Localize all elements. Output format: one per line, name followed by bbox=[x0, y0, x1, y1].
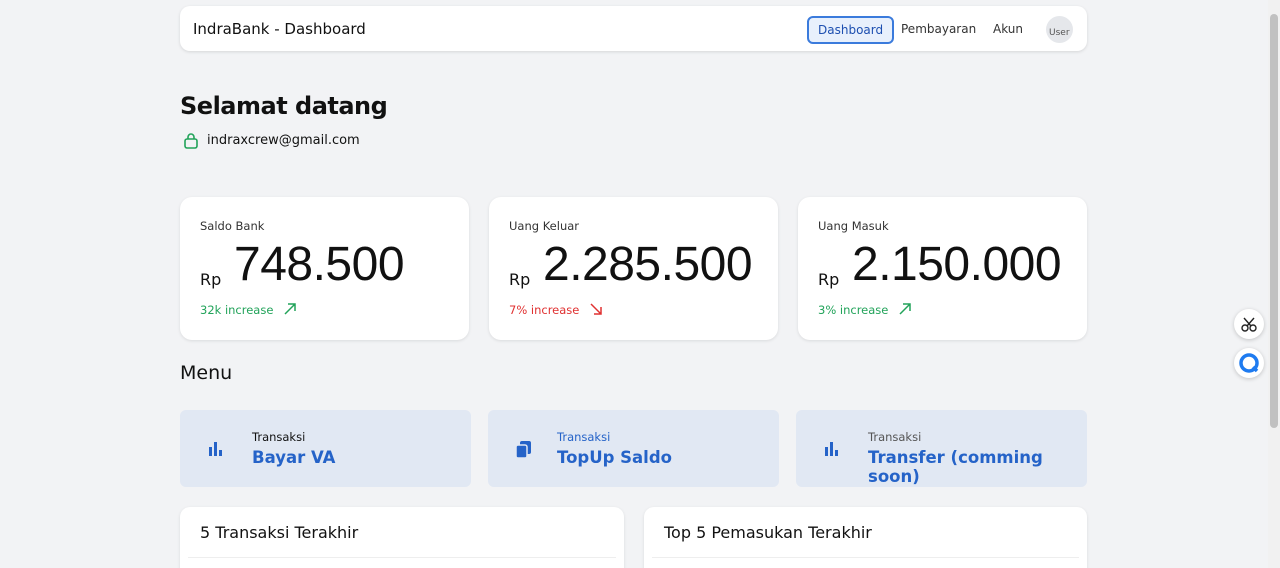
stat-label: Uang Keluar bbox=[509, 219, 580, 233]
menu-label: Transfer (comming soon) bbox=[868, 448, 1043, 486]
floating-button[interactable] bbox=[1234, 348, 1264, 378]
stat-label: Saldo Bank bbox=[200, 219, 265, 233]
stat-card: Uang Keluar Rp 2.285.500 7% increase bbox=[489, 197, 778, 340]
arrow-up bbox=[284, 303, 296, 315]
nav-link[interactable]: Akun bbox=[993, 22, 1023, 36]
arrow-down bbox=[590, 303, 602, 315]
chart-icon bbox=[825, 442, 838, 456]
divider bbox=[188, 557, 616, 558]
menu-item[interactable]: Transaksi TopUp Saldo bbox=[488, 410, 779, 487]
stat-card: Saldo Bank Rp 748.500 32k increase bbox=[180, 197, 469, 340]
change-text: 32k increase bbox=[200, 303, 274, 317]
menu-caption: Transaksi bbox=[252, 430, 306, 444]
panel-title: 5 Transaksi Terakhir bbox=[200, 523, 359, 542]
stat-value: 748.500 bbox=[234, 238, 405, 291]
panel: Top 5 Pemasukan Terakhir bbox=[644, 507, 1087, 568]
stat-change: 32k increase bbox=[200, 302, 297, 317]
arrow-up bbox=[899, 303, 911, 315]
menu-caption: Transaksi bbox=[557, 430, 611, 444]
menu-item[interactable]: Transaksi Transfer (comming soon) bbox=[796, 410, 1087, 487]
email: indraxcrew@gmail.com bbox=[207, 133, 360, 148]
avatar[interactable]: User bbox=[1046, 16, 1073, 43]
stat-label: Uang Masuk bbox=[818, 219, 889, 233]
menu-label: TopUp Saldo bbox=[557, 448, 672, 467]
stat-change: 7% increase bbox=[509, 302, 603, 317]
stat-card: Uang Masuk Rp 2.150.000 3% increase bbox=[798, 197, 1087, 340]
navbar: IndraBank - Dashboard Dashboard Pembayar… bbox=[180, 6, 1087, 51]
brand[interactable]: IndraBank - Dashboard bbox=[193, 20, 366, 38]
currency: Rp bbox=[200, 270, 222, 289]
stat-value: 2.150.000 bbox=[852, 238, 1062, 291]
copy-icon bbox=[515, 441, 531, 459]
stat-change: 3% increase bbox=[818, 302, 912, 317]
currency: Rp bbox=[509, 270, 531, 289]
floating-button[interactable] bbox=[1234, 309, 1264, 339]
welcome-title: Selamat datang bbox=[180, 92, 388, 120]
change-text: 7% increase bbox=[509, 303, 580, 317]
menu-label: Bayar VA bbox=[252, 448, 336, 467]
menu-title: Menu bbox=[180, 362, 233, 384]
currency: Rp bbox=[818, 270, 840, 289]
chat-icon bbox=[1239, 353, 1259, 373]
menu-caption: Transaksi bbox=[868, 430, 922, 444]
chart-icon bbox=[209, 442, 222, 456]
panel: 5 Transaksi Terakhir bbox=[180, 507, 624, 568]
scissors-icon bbox=[1241, 317, 1257, 332]
divider bbox=[652, 557, 1079, 558]
menu-item[interactable]: Transaksi Bayar VA bbox=[180, 410, 471, 487]
change-text: 3% increase bbox=[818, 303, 889, 317]
stat-value: 2.285.500 bbox=[543, 238, 753, 291]
nav-link[interactable]: Dashboard bbox=[807, 16, 895, 44]
panel-title: Top 5 Pemasukan Terakhir bbox=[664, 523, 872, 542]
nav-link[interactable]: Pembayaran bbox=[901, 22, 977, 36]
lock-icon bbox=[184, 133, 198, 149]
scrollbar-thumb[interactable] bbox=[1270, 14, 1278, 428]
